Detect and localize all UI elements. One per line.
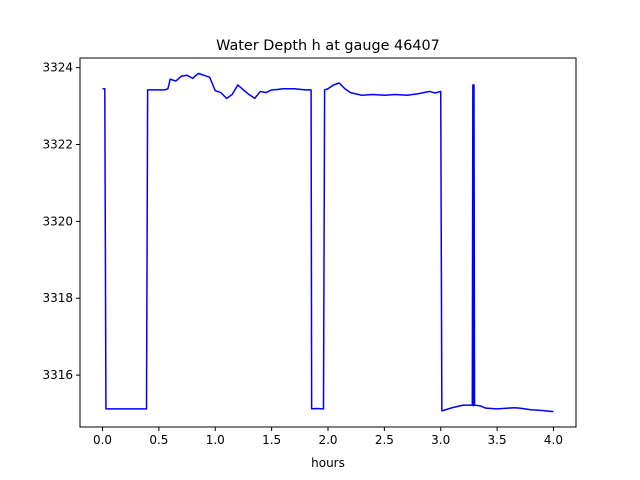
y-tick-label: 3316 <box>42 368 73 382</box>
x-tick-label: 0.0 <box>93 433 112 447</box>
x-axis-label: hours <box>311 456 345 470</box>
x-tick-label: 4.0 <box>544 433 563 447</box>
x-tick-label: 2.0 <box>318 433 337 447</box>
x-tick-label: 3.5 <box>488 433 507 447</box>
plot-frame <box>79 57 577 428</box>
y-tick-label: 3320 <box>42 214 73 228</box>
y-tick-label: 3324 <box>42 61 73 75</box>
chart-title: Water Depth h at gauge 46407 <box>216 38 440 54</box>
x-axis: 0.0 0.5 1.0 1.5 2.0 2.5 3.0 3.5 4.0 <box>93 427 563 447</box>
plot-area <box>102 72 554 413</box>
y-axis: 3316 3318 3320 3322 3324 <box>42 61 80 382</box>
y-tick-label: 3322 <box>42 137 73 151</box>
x-tick-label: 1.0 <box>206 433 225 447</box>
y-tick-label: 3318 <box>42 291 73 305</box>
series-line-0 <box>102 72 554 413</box>
x-tick-label: 3.0 <box>431 433 450 447</box>
x-tick-label: 2.5 <box>375 433 394 447</box>
x-tick-label: 0.5 <box>149 433 168 447</box>
x-tick-label: 1.5 <box>262 433 281 447</box>
